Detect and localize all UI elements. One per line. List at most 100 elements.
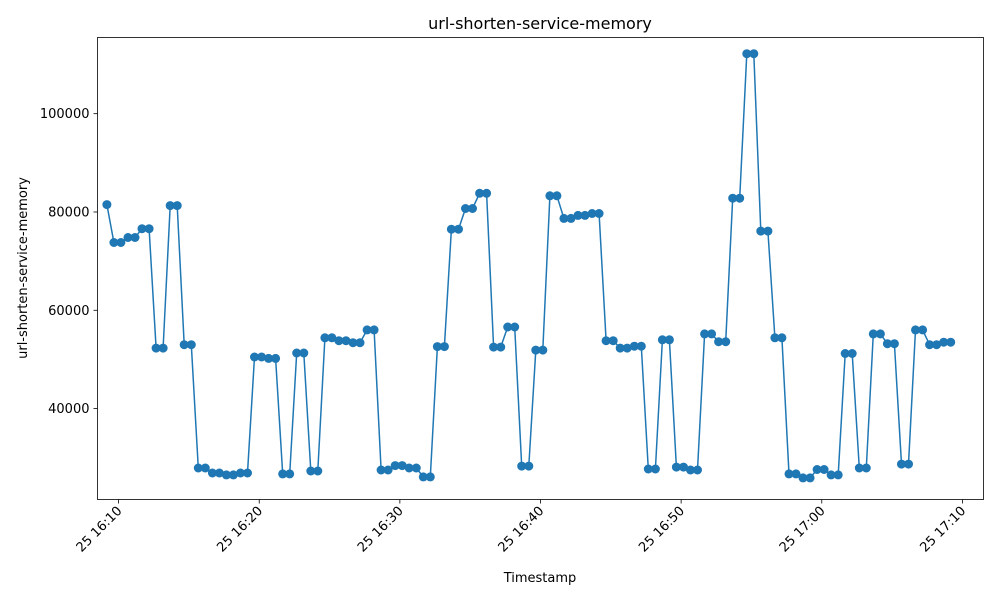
data-point [897, 459, 906, 469]
data-point [777, 333, 787, 343]
data-point [826, 470, 836, 480]
data-point [186, 340, 196, 350]
data-point [397, 461, 407, 471]
data-point [615, 343, 625, 353]
data-point [313, 466, 323, 476]
data-point [221, 470, 231, 480]
data-point [643, 464, 653, 474]
data-point [425, 472, 435, 482]
data-point [791, 469, 801, 479]
data-point [840, 349, 850, 358]
data-point [165, 201, 175, 211]
data-point [257, 352, 267, 362]
data-point [925, 340, 935, 350]
chart-title: url-shorten-service-memory [428, 14, 652, 33]
data-point [327, 333, 337, 343]
x-tick-label: 25 17:10 [918, 504, 970, 556]
data-point [531, 345, 541, 355]
data-point [608, 336, 618, 346]
data-point [404, 463, 414, 473]
data-point [911, 325, 920, 335]
data-point [172, 201, 182, 211]
data-point [439, 342, 449, 352]
data-point [538, 345, 548, 355]
data-point [833, 470, 843, 480]
data-point [812, 465, 822, 474]
data-point [362, 325, 372, 335]
data-point [278, 469, 288, 479]
data-point [200, 463, 210, 473]
data-point [784, 469, 794, 479]
data-point [306, 466, 316, 476]
data-point [749, 49, 759, 59]
data-point [482, 188, 492, 198]
data-point [524, 461, 534, 471]
data-point [130, 233, 140, 242]
data-point [432, 342, 442, 352]
data-point [348, 338, 358, 348]
data-point [228, 470, 238, 480]
data-point [939, 337, 949, 347]
data-point [657, 335, 667, 345]
data-point [622, 343, 632, 353]
y-axis: 40000 60000 80000 100000 [40, 107, 98, 417]
data-point [587, 209, 597, 218]
x-tick-label: 25 17:00 [777, 504, 829, 556]
data-point [854, 463, 864, 473]
data-point [158, 343, 168, 353]
data-point [271, 353, 281, 363]
data-point [904, 459, 913, 469]
data-point [686, 465, 695, 475]
data-point [735, 193, 745, 203]
data-point [193, 463, 203, 473]
data-point [383, 465, 393, 475]
data-point [693, 465, 702, 475]
data-point [707, 329, 717, 339]
x-tick-label: 25 16:50 [636, 504, 688, 556]
data-point [594, 209, 604, 218]
x-tick-label: 25 16:10 [74, 504, 126, 556]
data-point [179, 340, 189, 350]
y-axis-title: url-shorten-service-memory [16, 177, 31, 359]
data-point [573, 210, 583, 220]
data-point [559, 213, 569, 223]
data-point [341, 336, 351, 346]
series-layer [102, 49, 956, 483]
data-point [355, 338, 365, 348]
data-point [819, 465, 829, 474]
data-point [503, 322, 513, 332]
data-point [461, 204, 470, 213]
data-point [805, 473, 815, 483]
series-line [106, 52, 951, 479]
data-point [102, 200, 112, 210]
data-point [679, 462, 688, 472]
data-point [932, 340, 942, 350]
data-point [510, 322, 520, 332]
y-tick-label: 40000 [48, 402, 89, 417]
data-point [299, 348, 309, 358]
data-point [671, 462, 681, 472]
data-point [636, 341, 646, 351]
data-point [882, 339, 892, 349]
data-point [868, 329, 878, 339]
data-point [411, 463, 421, 473]
data-point [798, 473, 808, 483]
plot-area-frame [97, 37, 984, 500]
data-point [390, 461, 400, 471]
data-point [334, 336, 344, 346]
data-point [446, 224, 456, 234]
data-point [243, 468, 252, 478]
data-point [946, 337, 956, 347]
data-point [292, 348, 302, 358]
data-point [629, 341, 639, 351]
x-tick-label: 25 16:30 [355, 504, 407, 556]
data-point [664, 335, 674, 345]
data-point [875, 329, 885, 339]
data-point [700, 329, 710, 339]
data-point [418, 472, 428, 482]
data-point [552, 191, 562, 201]
y-tick-label: 100000 [40, 107, 90, 122]
data-point [861, 463, 871, 473]
data-point [714, 337, 724, 347]
data-point [721, 337, 731, 347]
